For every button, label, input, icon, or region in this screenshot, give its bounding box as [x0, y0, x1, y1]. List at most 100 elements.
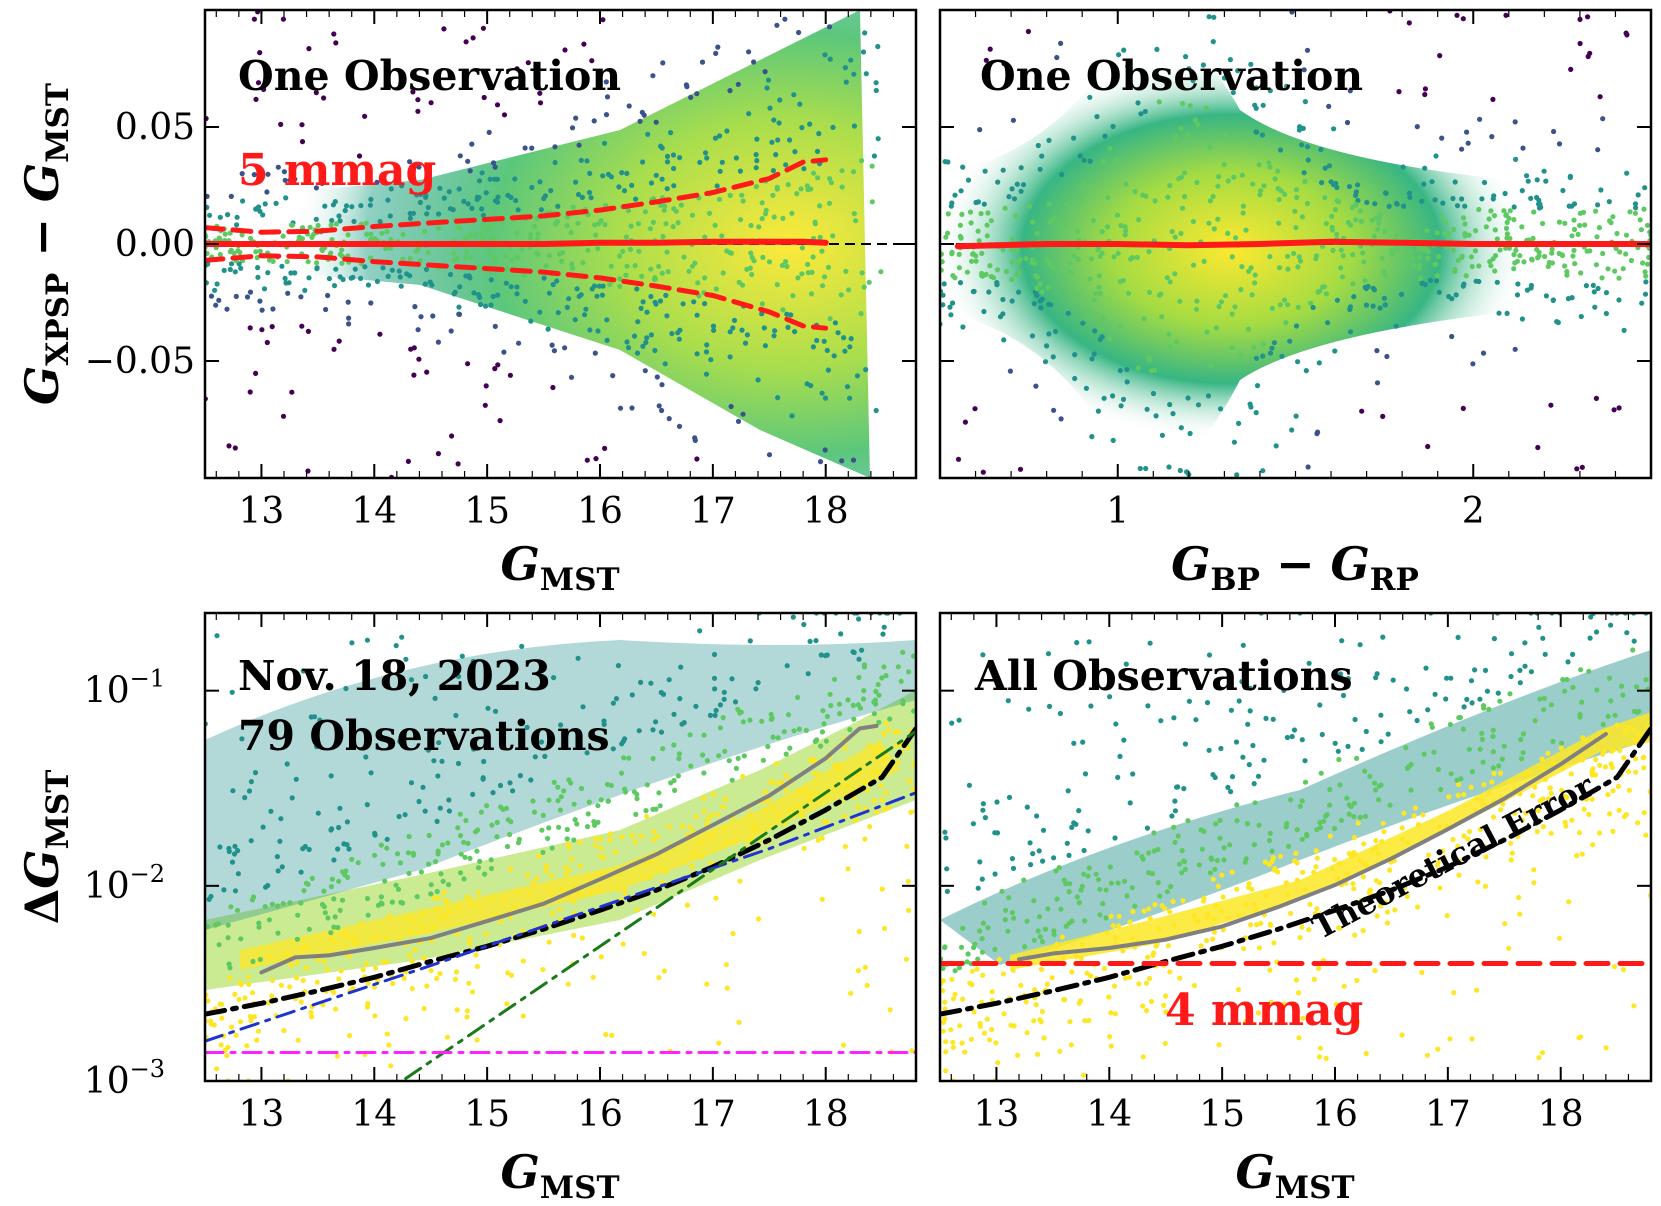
- scatter-point: [1355, 182, 1361, 188]
- scatter-point: [514, 230, 520, 236]
- scatter-point: [546, 825, 552, 831]
- scatter-point: [437, 185, 443, 191]
- scatter-point: [1539, 1050, 1546, 1056]
- scatter-point: [1448, 675, 1454, 681]
- scatter-point: [747, 265, 753, 271]
- scatter-point: [1325, 320, 1331, 326]
- scatter-point: [1176, 176, 1182, 182]
- scatter-point: [257, 208, 263, 214]
- scatter-point: [720, 715, 726, 721]
- scatter-point: [1199, 846, 1205, 852]
- scatter-point: [418, 314, 424, 320]
- scatter-point: [983, 57, 989, 63]
- scatter-point: [393, 643, 399, 649]
- scatter-point: [479, 206, 485, 212]
- scatter-point: [671, 711, 677, 717]
- scatter-point: [818, 743, 824, 749]
- scatter-point: [824, 713, 831, 720]
- scatter-point: [1490, 96, 1496, 102]
- scatter-point: [1058, 40, 1064, 47]
- scatter-point: [1009, 259, 1015, 265]
- scatter-point: [1061, 877, 1067, 883]
- scatter-point: [251, 172, 257, 178]
- scatter-point: [982, 900, 988, 906]
- scatter-point: [801, 166, 807, 172]
- scatter-point: [1097, 336, 1103, 342]
- scatter-point: [1589, 772, 1595, 778]
- scatter-point: [260, 824, 266, 830]
- scatter-point: [1616, 275, 1622, 281]
- scatter-point: [841, 1042, 847, 1048]
- scatter-point: [302, 287, 308, 293]
- scatter-point: [1536, 249, 1542, 255]
- scatter-point: [1240, 946, 1247, 952]
- scatter-point: [875, 747, 881, 753]
- scatter-point: [1321, 284, 1327, 290]
- scatter-point: [1058, 906, 1064, 912]
- scatter-point: [428, 100, 434, 106]
- scatter-point: [634, 350, 641, 356]
- scatter-point: [980, 801, 987, 807]
- scatter-point: [364, 895, 371, 902]
- scatter-point: [1034, 292, 1040, 299]
- scatter-point: [794, 803, 800, 810]
- x-tick-label: 13: [239, 491, 285, 532]
- scatter-point: [1495, 690, 1501, 696]
- scatter-point: [1306, 927, 1312, 933]
- scatter-point: [656, 790, 662, 796]
- scatter-point: [1329, 224, 1335, 230]
- scatter-point: [1168, 883, 1174, 890]
- scatter-point: [495, 362, 501, 368]
- scatter-point: [1190, 77, 1196, 84]
- scatter-point: [255, 265, 261, 271]
- scatter-point: [286, 280, 292, 286]
- scatter-point: [1475, 879, 1481, 885]
- scatter-point: [1204, 329, 1210, 335]
- scatter-point: [1186, 698, 1192, 704]
- scatter-point: [1503, 12, 1509, 18]
- scatter-point: [1127, 919, 1133, 925]
- scatter-point: [814, 337, 820, 344]
- scatter-point: [629, 405, 635, 411]
- scatter-point: [367, 202, 373, 208]
- scatter-point: [1232, 493, 1237, 498]
- scatter-point: [1444, 675, 1450, 681]
- scatter-point: [1152, 198, 1158, 204]
- scatter-point: [503, 253, 509, 259]
- scatter-point: [400, 231, 406, 237]
- scatter-point: [1306, 660, 1312, 666]
- scatter-point: [509, 257, 515, 263]
- scatter-point: [1196, 862, 1202, 868]
- scatter-point: [1378, 712, 1384, 718]
- scatter-point: [854, 373, 861, 379]
- scatter-point: [1322, 195, 1328, 201]
- scatter-point: [1375, 220, 1382, 226]
- scatter-point: [1166, 464, 1172, 470]
- scatter-point: [321, 958, 327, 964]
- scatter-point: [1253, 129, 1259, 135]
- scatter-point: [1181, 786, 1187, 792]
- scatter-point: [437, 805, 443, 811]
- scatter-point: [1483, 224, 1489, 230]
- scatter-point: [1144, 825, 1150, 831]
- scatter-point: [1357, 208, 1363, 214]
- scatter-point: [1311, 976, 1317, 983]
- scatter-point: [1549, 246, 1555, 252]
- scatter-point: [1632, 210, 1639, 216]
- annotation-c-line1: Nov. 18, 2023: [238, 652, 551, 700]
- scatter-point: [228, 904, 234, 910]
- scatter-point: [275, 903, 281, 909]
- scatter-point: [1643, 677, 1649, 683]
- scatter-point: [564, 826, 570, 833]
- scatter-point: [1031, 898, 1037, 904]
- scatter-point: [1303, 368, 1309, 374]
- scatter-point: [1513, 247, 1519, 253]
- scatter-point: [1465, 140, 1471, 146]
- scatter-point: [1270, 716, 1276, 722]
- scatter-point: [1190, 218, 1196, 225]
- scatter-point: [433, 907, 440, 913]
- scatter-point: [1002, 205, 1008, 211]
- scatter-point: [372, 832, 378, 838]
- annotation-d: All Observations: [974, 652, 1353, 700]
- scatter-point: [817, 234, 823, 240]
